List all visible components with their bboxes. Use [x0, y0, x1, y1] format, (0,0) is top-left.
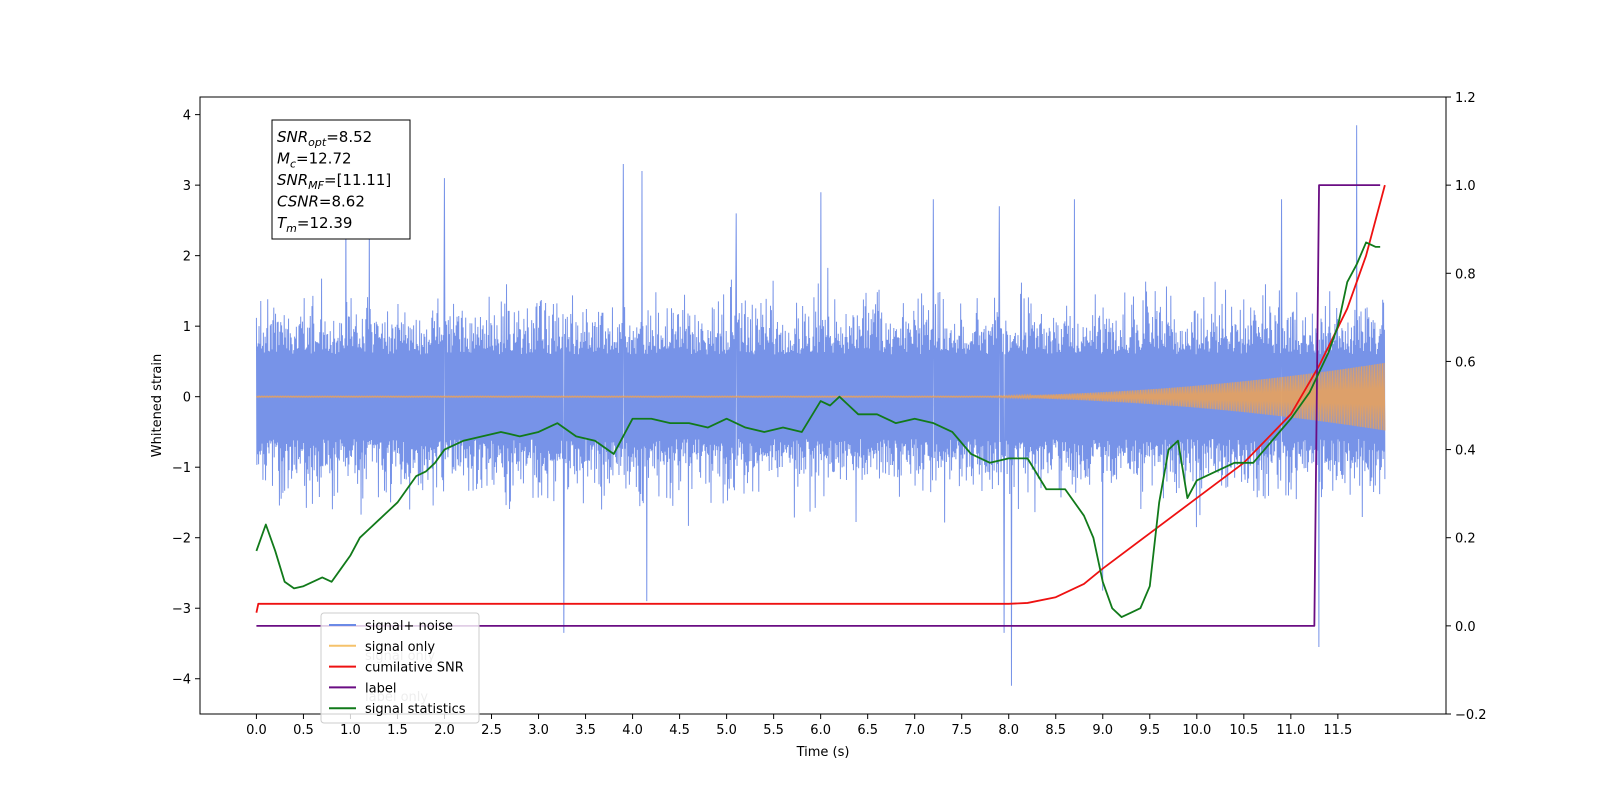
legend-entry: cumilative SNR [365, 661, 464, 676]
x-tick-label: 0.5 [293, 723, 314, 738]
legend: signal onlylabel onlysignal+ noisesignal… [320, 612, 480, 724]
plot-frame [199, 96, 1447, 715]
annotation-line: CSNR=8.62 [277, 193, 365, 211]
x-tick-label: 5.0 [716, 723, 737, 738]
annotation-value: =12.39 [297, 214, 353, 232]
x-tick-label: 11.0 [1276, 723, 1305, 738]
x-tick-label: 9.5 [1139, 723, 1160, 738]
legend-entry: signal only [365, 640, 435, 655]
x-tick-label: 10.0 [1182, 723, 1211, 738]
x-tick-label: 1.5 [387, 723, 408, 738]
legend-frame [320, 612, 480, 724]
x-tick-label: 11.5 [1323, 723, 1352, 738]
y-tick-label: −2 [172, 532, 191, 547]
annotation-value: =[11.11] [324, 171, 391, 189]
y2-tick-label: 1.2 [1455, 91, 1476, 106]
annotation-symbol: M [277, 150, 290, 168]
annotation-symbol: T [277, 214, 288, 232]
y2-tick-label: −0.2 [1455, 708, 1487, 723]
y-tick-label: 1 [183, 320, 191, 335]
series-signal-statistics [255, 241, 1381, 618]
ticks-layer: 0.0 0.5 1.0 1.5 2.0 2.5 3.0 3.5 4.0 4.5 5.0 5.5 6.0 6… [172, 91, 1487, 738]
annotation-subscript: opt [308, 136, 327, 149]
y-axis-label: Whitened strain [150, 354, 165, 457]
y-tick-label: 0 [183, 391, 191, 406]
x-tick-label: 4.5 [669, 723, 690, 738]
annotation-line: Mc=12.72 [277, 150, 352, 171]
x-tick-label: 8.5 [1045, 723, 1066, 738]
x-tick-label: 5.5 [763, 723, 784, 738]
annotation-value: =8.62 [319, 193, 365, 211]
y2-tick-label: 1.0 [1455, 179, 1476, 194]
x-tick-label: 8.0 [998, 723, 1019, 738]
x-tick-label: 6.0 [810, 723, 831, 738]
x-tick-label: 2.5 [481, 723, 502, 738]
x-tick-label: 2.0 [434, 723, 455, 738]
x-tick-label: 9.0 [1092, 723, 1113, 738]
annotation-symbol: SNR [277, 171, 308, 189]
x-tick-label: 7.0 [904, 723, 925, 738]
annotation-box: SNRopt=8.52Mc=12.72SNRMF=[11.11]CSNR=8.6… [271, 119, 411, 240]
legend-entry: label [365, 681, 396, 696]
annotation-line: SNRopt=8.52 [277, 128, 372, 149]
y-tick-label: −4 [172, 673, 191, 688]
annotation-frame [271, 119, 411, 240]
annotation-subscript: m [286, 222, 297, 235]
legend-entry: signal statistics [365, 702, 466, 717]
x-tick-label: 3.5 [575, 723, 596, 738]
annotation-subscript: c [290, 158, 296, 171]
y2-tick-label: 0.6 [1455, 355, 1476, 370]
annotation-line: Tm=12.39 [277, 214, 352, 235]
x-axis-label: Time (s) [796, 745, 850, 760]
series-cumulative-snr [255, 184, 1386, 613]
x-tick-label: 7.5 [951, 723, 972, 738]
y2-tick-label: 0.8 [1455, 267, 1476, 282]
x-tick-label: 3.0 [528, 723, 549, 738]
x-tick-label: 4.0 [622, 723, 643, 738]
y-tick-label: 2 [183, 250, 191, 265]
y-tick-label: 4 [183, 109, 191, 124]
annotation-symbol: CSNR [277, 193, 319, 211]
annotation-value: =8.52 [326, 128, 372, 146]
x-tick-label: 0.0 [246, 723, 267, 738]
series-signal-only [256, 362, 1386, 431]
y2-tick-label: 0.4 [1455, 444, 1476, 459]
x-tick-label: 1.0 [340, 723, 361, 738]
legend-entry: signal+ noise [365, 619, 453, 634]
annotation-line: SNRMF=[11.11] [277, 171, 391, 192]
series-layer [255, 125, 1386, 686]
y2-tick-label: 0.0 [1455, 620, 1476, 635]
y-tick-label: −1 [172, 461, 191, 476]
series-label [256, 184, 1381, 627]
y-tick-label: 3 [183, 179, 191, 194]
annotation-symbol: SNR [277, 128, 308, 146]
y-tick-label: −3 [172, 602, 191, 617]
y2-tick-label: 0.2 [1455, 532, 1476, 547]
x-tick-label: 10.5 [1229, 723, 1258, 738]
annotation-subscript: MF [308, 179, 324, 192]
annotation-value: =12.72 [296, 150, 352, 168]
series-signal-noise [255, 125, 1386, 686]
x-tick-label: 6.5 [857, 723, 878, 738]
